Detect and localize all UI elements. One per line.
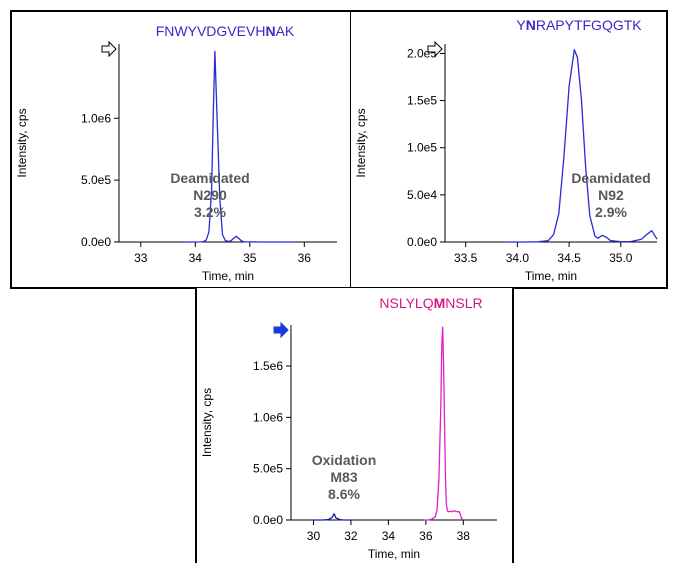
series-line-1 (507, 49, 658, 243)
y-tick-label: 1.0e6 (253, 410, 283, 424)
annotation-line: 8.6% (328, 486, 360, 502)
series-line-1 (313, 513, 351, 521)
title-segment: RAPYTFGQGTK (536, 17, 642, 33)
arrow-outline-icon (427, 40, 443, 58)
title-segment: AK (276, 23, 295, 39)
x-tick-label: 34 (382, 529, 396, 543)
annotation-line: N290 (193, 187, 227, 203)
series-line-2 (424, 326, 464, 521)
title-segment: FNWYVDGVEVH (156, 23, 266, 39)
y-axis-label: Intensity, cps (200, 388, 214, 457)
x-tick-label: 35 (243, 251, 257, 265)
x-axis-label: Time, min (368, 547, 420, 561)
annotation-line: 3.2% (194, 204, 226, 220)
annotation-line: M83 (330, 469, 357, 485)
x-axis-label: Time, min (202, 269, 254, 283)
x-tick-label: 30 (307, 529, 321, 543)
x-tick-label: 36 (419, 529, 433, 543)
title-segment: Y (516, 17, 526, 33)
y-tick-label: 0.0e0 (253, 513, 283, 527)
title-segment: NSLYLQ (379, 295, 433, 311)
x-tick-label: 36 (298, 251, 312, 265)
chart-title: YNRAPYTFGQGTK (516, 17, 642, 33)
x-axis-label: Time, min (525, 269, 577, 283)
arrow-outline-icon (101, 40, 117, 58)
y-tick-label: 1.5e6 (253, 359, 283, 373)
chart-panel-1: FNWYVDGVEVHNAK 33 34 35 36 0.0e0 5.0e5 1.0e6 Tim… (10, 10, 351, 289)
x-tick-label: 32 (344, 529, 358, 543)
x-tick-label: 38 (457, 529, 471, 543)
y-axis-label: Intensity, cps (354, 108, 368, 177)
y-tick-label: 5.0e5 (253, 462, 283, 476)
chart-title: NSLYLQMNSLR (379, 295, 482, 311)
title-segment: NSLR (445, 295, 482, 311)
title-segment: N (526, 17, 536, 33)
arrow-icon (273, 321, 289, 339)
y-tick-label: 5.0e5 (81, 173, 111, 187)
y-tick-label: 1.5e5 (407, 94, 437, 108)
annotation-line: Oxidation (312, 452, 377, 468)
x-tick-label: 35.0 (609, 251, 633, 265)
y-tick-label: 5.0e4 (407, 188, 437, 202)
annotation-line: N92 (598, 187, 624, 203)
x-tick-label: 34.5 (557, 251, 581, 265)
chart-title: FNWYVDGVEVHNAK (156, 23, 295, 39)
y-tick-label: 1.0e6 (81, 111, 111, 125)
chart-3-svg: NSLYLQMNSLR 30 32 34 36 38 0.0e0 5.0e5 1.0e6 1.5e… (200, 295, 497, 561)
annotation-line: Deamidated (170, 170, 249, 186)
chart-2-svg: YNRAPYTFGQGTK 33.5 34.0 34.5 35.0 0.0e0 5.0e4 1… (354, 17, 658, 283)
x-tick-label: 33 (134, 251, 148, 265)
y-tick-label: 1.0e5 (407, 141, 437, 155)
annotation-line: Deamidated (571, 170, 650, 186)
y-axis-label: Intensity, cps (15, 108, 29, 177)
y-tick-label: 0.0e0 (407, 235, 437, 249)
annotation-line: 2.9% (595, 204, 627, 220)
title-segment: M (434, 295, 446, 311)
x-tick-label: 33.5 (454, 251, 478, 265)
chart-panel-3: NSLYLQMNSLR 30 32 34 36 38 0.0e0 5.0e5 1.0e6 1.5e… (195, 288, 514, 563)
chart-panel-2: YNRAPYTFGQGTK 33.5 34.0 34.5 35.0 0.0e0 5.0e4 1… (350, 10, 668, 289)
chart-1-svg: FNWYVDGVEVHNAK 33 34 35 36 0.0e0 5.0e5 1.0e6 Tim… (15, 23, 337, 283)
x-tick-label: 34.0 (506, 251, 530, 265)
x-tick-label: 34 (189, 251, 203, 265)
series-line-1 (184, 50, 294, 243)
title-segment: N (265, 23, 275, 39)
y-tick-label: 0.0e0 (81, 235, 111, 249)
